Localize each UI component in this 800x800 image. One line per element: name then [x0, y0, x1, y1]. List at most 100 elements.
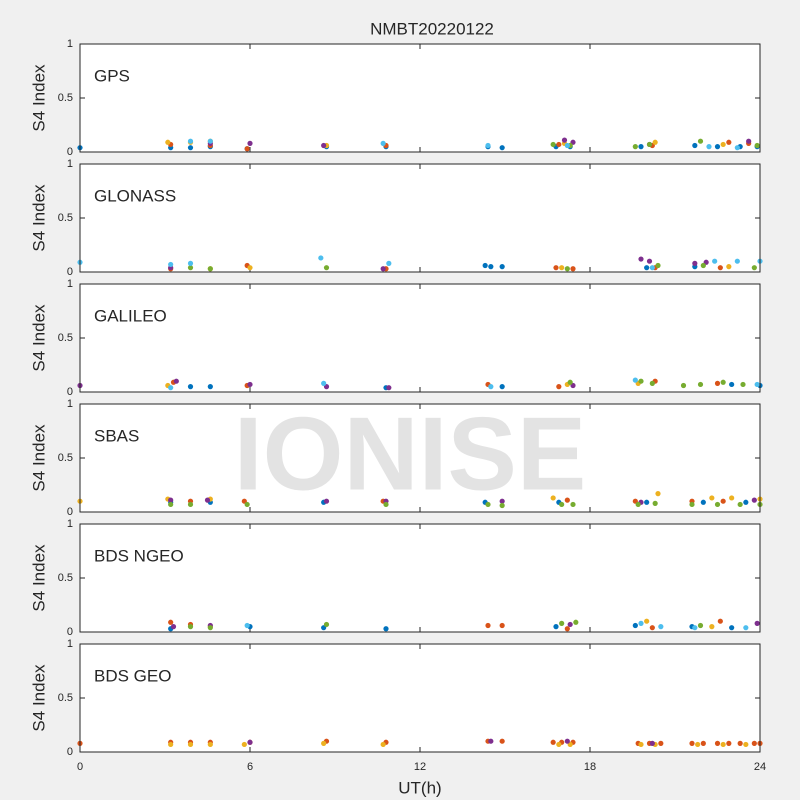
point: [658, 740, 664, 746]
point: [564, 142, 570, 149]
point: [717, 265, 723, 271]
plot-area: [80, 524, 760, 632]
panel: GALILEO S4 Index 0 0.5 1: [29, 278, 763, 398]
point: [553, 624, 559, 630]
y-tick-label: 1: [67, 398, 73, 410]
y-tick-label: 0: [67, 146, 73, 158]
point: [638, 144, 644, 150]
y-tick-label: 0.5: [58, 212, 73, 224]
point: [561, 137, 568, 143]
y-tick-label: 0: [67, 266, 73, 278]
point: [709, 624, 715, 630]
point: [689, 740, 695, 746]
point: [559, 501, 565, 508]
point: [187, 260, 194, 266]
point: [635, 501, 641, 508]
y-tick-label: 0: [67, 506, 73, 518]
point: [729, 495, 735, 501]
point: [737, 501, 743, 508]
point: [207, 138, 213, 144]
point: [323, 621, 330, 628]
point: [485, 501, 491, 508]
point: [556, 384, 562, 390]
point: [380, 741, 386, 748]
point: [692, 142, 698, 149]
panel: BDS GEO S4 Index 0 0.5 1 0 6 12 18 24 UT(h): [29, 638, 766, 798]
point: [247, 140, 253, 146]
point: [740, 381, 746, 388]
point: [567, 379, 573, 385]
point: [649, 380, 655, 386]
point: [499, 738, 505, 744]
y-axis-label: S4 Index: [29, 424, 48, 492]
axes-box: [79, 163, 761, 273]
point: [488, 264, 494, 270]
y-axis-label: S4 Index: [29, 184, 48, 252]
point: [737, 740, 743, 746]
point: [564, 626, 570, 632]
point: [652, 139, 658, 145]
point: [556, 141, 562, 148]
y-tick-label: 0: [67, 626, 73, 638]
x-tick-label: 12: [414, 761, 426, 773]
y-tick-label: 1: [67, 638, 73, 650]
point: [646, 258, 653, 264]
y-axis-label: S4 Index: [29, 664, 48, 732]
point: [173, 378, 179, 384]
point: [207, 266, 213, 272]
point: [553, 265, 559, 271]
y-tick-label: 1: [67, 158, 73, 170]
point: [689, 501, 695, 508]
point: [321, 740, 327, 746]
point: [207, 384, 213, 390]
point: [717, 618, 723, 624]
point: [709, 495, 715, 501]
point: [556, 741, 562, 748]
point: [187, 624, 194, 630]
axes-box: [79, 43, 761, 153]
point: [751, 497, 757, 503]
point: [564, 266, 570, 272]
point: [700, 740, 706, 746]
point: [482, 262, 488, 269]
point: [743, 741, 749, 748]
point: [488, 384, 494, 390]
point: [655, 262, 661, 269]
point: [706, 144, 712, 150]
plot-area: [80, 644, 760, 752]
point: [720, 379, 726, 385]
point: [729, 625, 735, 631]
x-axis-label: UT(h): [398, 778, 441, 797]
point: [700, 262, 706, 269]
point: [743, 499, 749, 505]
point: [570, 501, 576, 508]
point: [244, 501, 250, 508]
point: [187, 265, 194, 271]
point: [726, 264, 732, 270]
point: [680, 382, 687, 389]
point: [726, 740, 732, 746]
point: [207, 625, 213, 631]
point: [247, 381, 253, 388]
point: [187, 145, 194, 151]
point: [700, 499, 706, 505]
point: [499, 264, 505, 270]
point: [559, 265, 565, 271]
point: [550, 141, 556, 148]
point: [559, 620, 565, 626]
x-tick-label: 0: [77, 761, 83, 773]
point: [658, 624, 664, 630]
point: [644, 265, 650, 271]
y-axis-label: S4 Index: [29, 64, 48, 132]
panel: NMBT20220122 GPS S4 Index 0 0.5 1: [29, 19, 761, 158]
point: [695, 741, 701, 748]
point: [383, 501, 389, 508]
point: [187, 501, 194, 508]
point: [165, 139, 171, 145]
point: [321, 142, 327, 149]
point: [646, 141, 653, 148]
point: [488, 738, 494, 744]
y-axis-label: S4 Index: [29, 544, 48, 612]
point: [247, 265, 253, 271]
